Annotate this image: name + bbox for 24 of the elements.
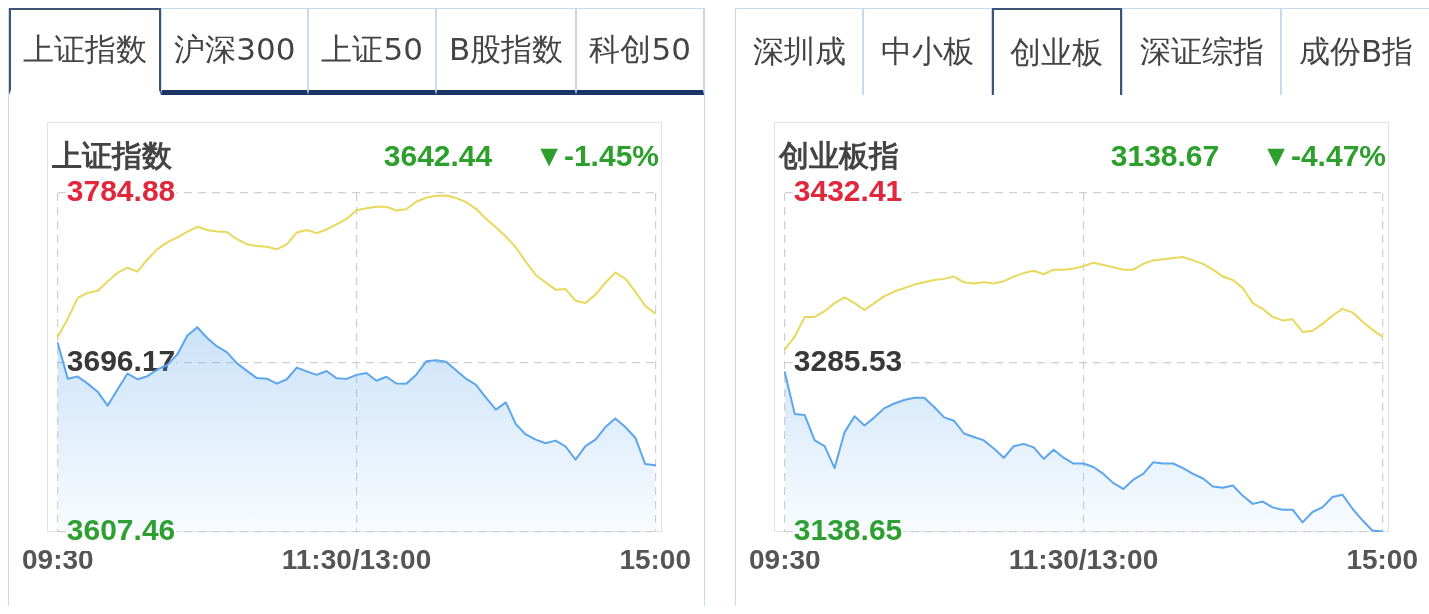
- y-tick-label: 3285.53: [793, 343, 903, 377]
- x-tick-label: 11:30/13:00: [281, 543, 432, 575]
- y-tick-label: 3432.41: [793, 174, 903, 208]
- tab: 沪深300: [161, 8, 309, 95]
- text: ▼-4.47%: [1261, 138, 1386, 174]
- chart-subtitle: 3642.44: [383, 138, 493, 174]
- tab: 深圳成: [736, 8, 864, 95]
- tab: B股指数: [436, 8, 577, 95]
- tab: 上证50: [308, 8, 436, 95]
- x-tick-label: 15:00: [619, 543, 692, 575]
- chart-subtitle: 3138.67: [1110, 138, 1220, 174]
- y-tick-label: 3696.17: [66, 343, 176, 377]
- chart-title: 创业板指: [779, 138, 899, 174]
- selected-tab: 上证指数: [9, 8, 162, 95]
- selected-tab: 创业板: [991, 8, 1123, 95]
- x-tick-label: 15:00: [1346, 543, 1419, 575]
- y-tick-label: 3784.88: [66, 174, 176, 208]
- chart-title: 上证指数: [52, 138, 172, 174]
- text: ▼-1.45%: [534, 138, 659, 174]
- x-tick-label: 11:30/13:00: [1008, 543, 1159, 575]
- tab: 深证综指: [1122, 8, 1282, 95]
- tab: 成份B指: [1281, 8, 1429, 95]
- tab: 科创50: [576, 8, 704, 95]
- tab: 中小板: [863, 8, 992, 95]
